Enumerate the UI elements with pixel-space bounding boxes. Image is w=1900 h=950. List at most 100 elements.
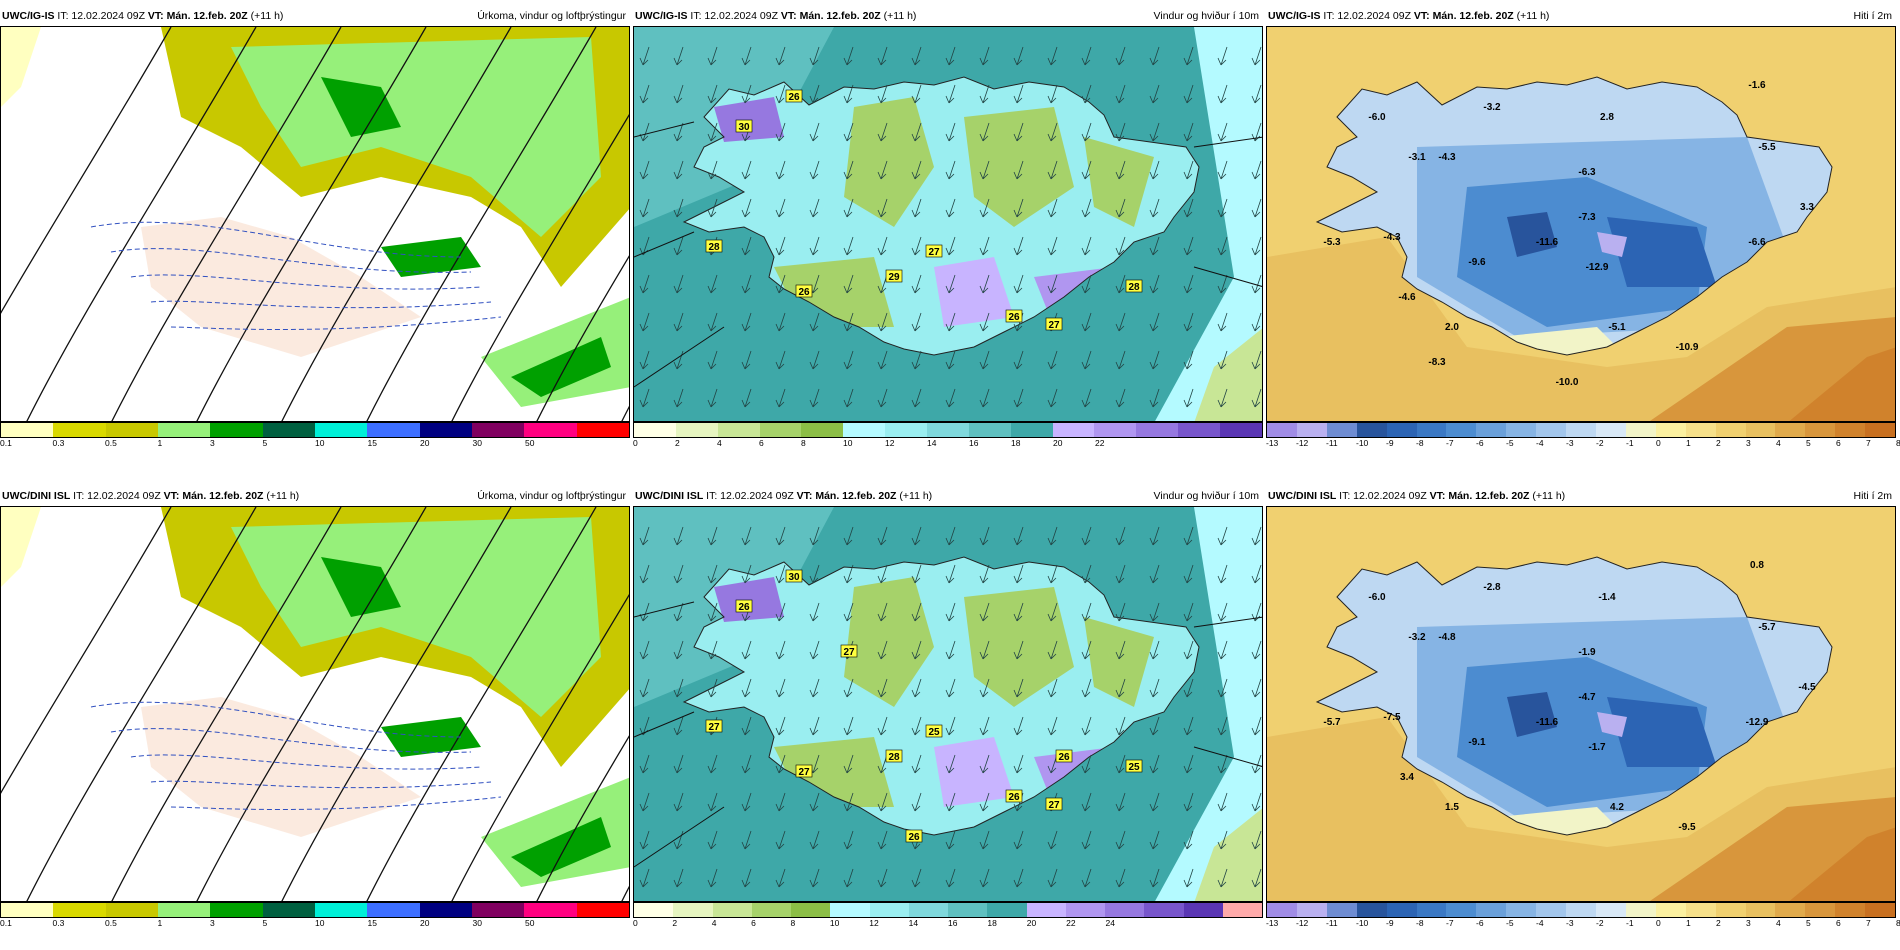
wind-arrow [945, 312, 956, 332]
gust-label-box [925, 244, 943, 258]
temperature-contour [130, 274, 482, 290]
model-name: UWC/IG-IS [635, 10, 688, 22]
legend-tick-label: 6 [1836, 918, 1841, 928]
isobar-line [26, 507, 257, 901]
wind-arrow [673, 716, 684, 736]
wind-arrow [741, 640, 752, 660]
wind-arrow [639, 868, 650, 888]
wind-arrow [945, 716, 956, 736]
wind-arrow [1251, 868, 1262, 888]
wind-arrow [843, 526, 854, 546]
legend-tick-label: -3 [1566, 438, 1574, 448]
wind-arrow [979, 84, 990, 104]
coastline [682, 76, 1200, 356]
wind-arrow [979, 640, 990, 660]
legend-tick-label: 2 [1716, 438, 1721, 448]
legend-tick-label: 2 [672, 918, 678, 928]
wind-arrow [809, 640, 820, 660]
wind-arrow [1115, 678, 1126, 698]
coastline [682, 556, 1200, 836]
legend-swatch [791, 903, 831, 917]
wind-arrow [877, 46, 888, 66]
wind-arrow [673, 564, 684, 584]
legend-swatch [1094, 423, 1137, 437]
isobar-line [196, 27, 427, 421]
wind-arrow [673, 122, 684, 142]
wind-arrow [877, 198, 888, 218]
legend-swatch [1052, 423, 1095, 437]
wind-area [844, 97, 934, 227]
legend-tick-label: 16 [948, 918, 958, 928]
legend-swatch [1416, 423, 1447, 437]
temperature-value-label: -5.5 [1758, 142, 1776, 153]
gust-value-label: 26 [908, 832, 920, 843]
wind-arrow [1013, 678, 1024, 698]
legend-swatch [1595, 903, 1626, 917]
wind-arrow [1013, 830, 1024, 850]
wind-arrow [843, 160, 854, 180]
gust-value-label: 27 [798, 767, 810, 778]
wind-arrow [1183, 792, 1194, 812]
legend-tick-label: -9 [1386, 438, 1394, 448]
wind-arrow [1251, 46, 1262, 66]
forecast-map[interactable]: -6.0 -2.8 -1.4 0.8 -3.2 -4.8 -1.9 -5.7 -7.5 -4.7 -… [1266, 506, 1896, 902]
wind-arrow [1047, 716, 1058, 736]
legend-swatch [801, 423, 844, 437]
wind-arrow [741, 274, 752, 294]
wind-arrow [911, 312, 922, 332]
temperature-value-label: 3.3 [1800, 202, 1814, 213]
temperature-value-label: 0.8 [1750, 560, 1764, 571]
legend-tick-label: 15 [367, 918, 377, 928]
legend-swatch [1715, 423, 1746, 437]
wind-arrow [1013, 526, 1024, 546]
temperature-value-label: -11.6 [1536, 717, 1559, 728]
wind-arrow [1081, 754, 1092, 774]
wind-arrow [1047, 236, 1058, 256]
forecast-map[interactable]: -6.0 -3.2 2.8 -1.6 -3.1 -4.3 -6.3 -5.5 -4.3 -7.3 3… [1266, 26, 1896, 422]
wind-arrow [1217, 792, 1228, 812]
isobar-line [1, 27, 172, 314]
legend-swatch [830, 903, 870, 917]
panel-run-info: UWC/DINI ISL IT: 12.02.2024 09Z VT: Mán.… [2, 488, 299, 504]
legend-tick-label: 50 [525, 918, 535, 928]
forecast-map[interactable]: 30 26 27 25 27 28 26 27 25 27 26 26 [633, 506, 1263, 902]
legend-swatch [1446, 903, 1477, 917]
wind-arrow [1251, 526, 1262, 546]
legend-tick-label: -3 [1566, 918, 1574, 928]
wind-arrow [911, 160, 922, 180]
wind-arrow [1251, 792, 1262, 812]
wind-arrow [1047, 868, 1058, 888]
wind-arrow [741, 868, 752, 888]
wind-arrow [1081, 122, 1092, 142]
wind-arrow [877, 236, 888, 256]
legend-swatch [1446, 423, 1477, 437]
wind-arrow [775, 160, 786, 180]
wind-arrow [809, 526, 820, 546]
legend-swatch [1296, 903, 1327, 917]
legend-swatch [675, 423, 718, 437]
forecast-map[interactable]: 26 30 28 27 26 29 26 27 28 [633, 26, 1263, 422]
legend-swatch [1865, 423, 1896, 437]
legend-swatch [1775, 903, 1806, 917]
init-time: IT: 12.02.2024 09Z [57, 10, 145, 22]
legend-tick-label: 14 [908, 918, 919, 928]
legend-swatch [1326, 903, 1357, 917]
temperature-value-label: -1.4 [1598, 592, 1616, 603]
wind-arrow [1217, 716, 1228, 736]
gust-value-label: 28 [888, 752, 900, 763]
temperature-contour [90, 701, 462, 738]
forecast-map[interactable] [0, 506, 630, 902]
wind-arrow [1047, 526, 1058, 546]
wind-arrow [1115, 564, 1126, 584]
legend-swatch [1625, 903, 1656, 917]
wind-arrow [979, 312, 990, 332]
wind-arrow [673, 274, 684, 294]
wind-arrow [639, 312, 650, 332]
forecast-map[interactable] [0, 26, 630, 422]
wind-arrow [877, 792, 888, 812]
gust-value-label: 27 [928, 247, 940, 258]
legend-swatch [419, 423, 472, 437]
legend-tick-label: 8 [1896, 438, 1900, 448]
wind-arrow [1013, 160, 1024, 180]
panel-header: UWC/IG-IS IT: 12.02.2024 09Z VT: Mán. 12… [1266, 8, 1896, 24]
